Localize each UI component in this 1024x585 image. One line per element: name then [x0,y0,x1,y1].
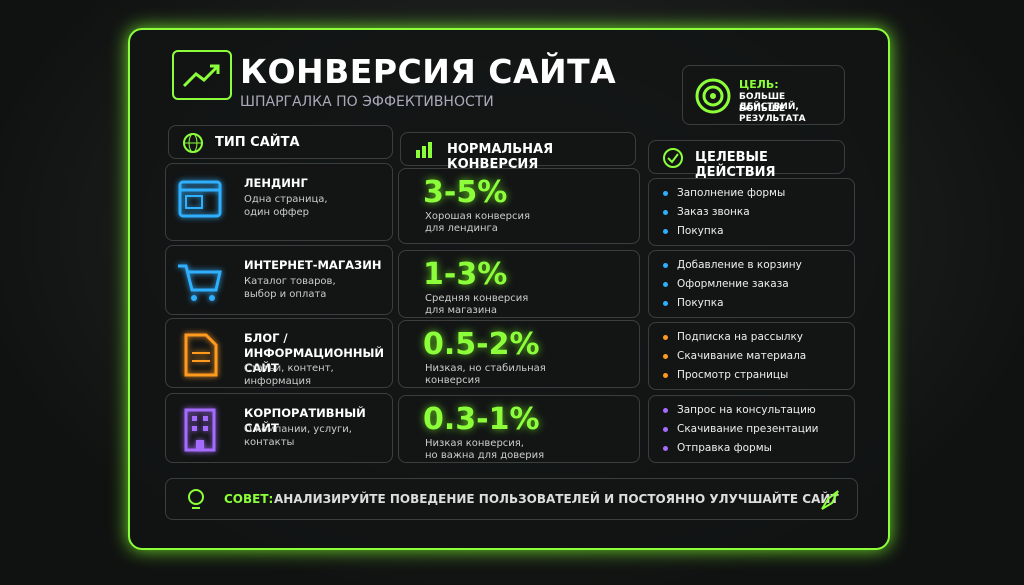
action-item: Скачивание презентации [677,423,819,435]
tip-bar: СОВЕТ: АНАЛИЗИРУЙТЕ ПОВЕДЕНИЕ ПОЛЬЗОВАТЕ… [165,478,858,520]
site-name: КОРПОРАТИВНЫЙ САЙТ [244,406,366,435]
conversion-note: конверсия [425,375,481,386]
conversion-value: 1-3% [423,257,508,292]
goal-line: БОЛЬШЕ ДЕЙСТВИЙ, [739,92,799,112]
conversion-value: 0.3-1% [423,402,540,437]
action-bullet [663,282,668,287]
conversion-note: но важна для доверия [425,450,545,461]
conversion-note: Низкая, но стабильная [425,363,546,374]
conversion-card: 0.3-1% Низкая конверсия, но важна для дове… [398,395,640,463]
action-item: Скачивание материала [677,350,807,362]
column-icon [661,146,685,170]
action-item: Заказ звонка [677,206,750,218]
site-icon [176,406,224,454]
conversion-note: для лендинга [425,223,498,234]
tip-label: СОВЕТ: [224,492,274,506]
action-bullet [663,335,668,340]
column-title: ТИП САЙТА [215,135,300,150]
action-bullet [663,354,668,359]
column-icon [413,138,437,162]
column-header: НОРМАЛЬНАЯ КОНВЕРСИЯ [400,132,636,172]
conversion-card: 0.5-2% Низкая, но стабильная конверсия [398,320,640,388]
conversion-note: для магазина [425,305,498,316]
subtitle: ШПАРГАЛКА ПО ЭФФЕКТИВНОСТИ [240,94,494,110]
conversion-card: 3-5% Хорошая конверсия для лендинга [398,168,640,244]
site-description: Статьи, контент, [244,363,334,374]
conversion-note: Хорошая конверсия [425,211,531,222]
action-item: Просмотр страницы [677,369,789,381]
actions-card: Заполнение формы Заказ звонка Покупка [648,178,855,246]
action-bullet [663,373,668,378]
action-bullet [663,263,668,268]
site-name: ИНТЕРНЕТ-МАГАЗИН [244,258,382,272]
conversion-note: Средняя конверсия [425,293,529,304]
action-bullet [663,210,668,215]
site-description: Каталог товаров, [244,276,336,287]
action-item: Покупка [677,297,724,309]
goal-box: ЦЕЛЬ: БОЛЬШЕ ДЕЙСТВИЙ, БОЛЬШЕ РЕЗУЛЬТАТА [682,65,845,125]
site-type-card: ЛЕНДИНГ Одна страница, один оффер [165,163,393,241]
logo-icon [172,50,232,100]
tip-text: АНАЛИЗИРУЙТЕ ПОВЕДЕНИЕ ПОЛЬЗОВАТЕЛЕЙ И П… [274,492,839,506]
conversion-value: 0.5-2% [423,327,540,362]
action-item: Заполнение формы [677,187,786,199]
action-item: Оформление заказа [677,278,789,290]
action-bullet [663,301,668,306]
action-bullet [663,446,668,451]
action-bullet [663,229,668,234]
site-icon [176,258,224,306]
site-icon [176,176,224,224]
site-description: выбор и оплата [244,289,327,300]
conversion-value: 3-5% [423,175,508,210]
action-bullet [663,408,668,413]
site-description: О компании, услуги, [244,424,352,435]
action-item: Подписка на рассылку [677,331,803,343]
site-type-card: КОРПОРАТИВНЫЙ САЙТ О компании, услуги, кон… [165,393,393,463]
column-header: ТИП САЙТА [168,125,393,159]
site-description: один оффер [244,207,309,218]
site-description: информация [244,376,312,387]
actions-card: Добавление в корзину Оформление заказа Пок… [648,250,855,318]
actions-card: Запрос на консультацию Скачивание презент… [648,395,855,463]
conversion-note: Низкая конверсия, [425,438,524,449]
title: КОНВЕРСИЯ САЙТА [240,52,617,91]
action-item: Запрос на консультацию [677,404,816,416]
goal-label: ЦЕЛЬ: [739,78,779,91]
column-title: ЦЕЛЕВЫЕ ДЕЙСТВИЯ [695,150,776,180]
site-name: ЛЕНДИНГ [244,176,308,190]
goal-line: БОЛЬШЕ РЕЗУЛЬТАТА [739,104,806,124]
site-type-card: БЛОГ / ИНФОРМАЦИОННЫЙ САЙТ Статьи, контен… [165,318,393,388]
column-icon [181,131,205,155]
site-name: БЛОГ / ИНФОРМАЦИОННЫЙ САЙТ [244,331,385,375]
action-bullet [663,191,668,196]
action-bullet [663,427,668,432]
actions-card: Подписка на рассылку Скачивание материала… [648,322,855,390]
action-item: Покупка [677,225,724,237]
conversion-card: 1-3% Средняя конверсия для магазина [398,250,640,318]
site-icon [176,331,224,379]
column-header: ЦЕЛЕВЫЕ ДЕЙСТВИЯ [648,140,845,180]
site-type-card: ИНТЕРНЕТ-МАГАЗИН Каталог товаров, выбор и … [165,245,393,315]
site-description: Одна страница, [244,194,328,205]
site-description: контакты [244,437,295,448]
action-item: Отправка формы [677,442,772,454]
action-item: Добавление в корзину [677,259,802,271]
